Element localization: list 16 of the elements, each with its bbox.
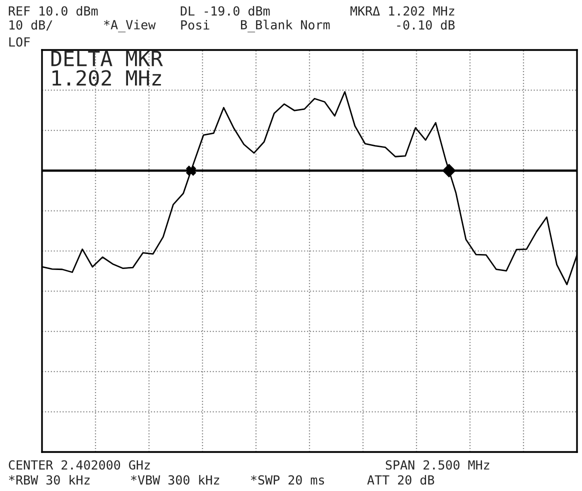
- text: REF 10.0 dBm: [8, 6, 98, 16]
- text: SPAN 2.500 MHz: [386, 460, 490, 470]
- text: ATT 20 dB: [367, 474, 434, 485]
- text: 10 dB/: [10, 20, 52, 31]
- text: Posi: [181, 20, 210, 30]
- text: *SWP 20 ms: [251, 475, 324, 485]
- text: DELTA MKR 1.202 MHz: [51, 50, 163, 86]
- text: -0.10 dB: [397, 20, 455, 30]
- text: *A_View: [104, 20, 156, 32]
- text: B_Blank Norm: [241, 20, 330, 32]
- text: DL -19.0 dBm: [180, 6, 270, 16]
- text: LOF: [9, 37, 30, 47]
- text: *VBW 300 kHz: [131, 474, 220, 485]
- text: MKRΔ 1.202 MHz: [350, 6, 454, 16]
- text: CENTER 2.402000 GHz: [8, 460, 150, 470]
- text: *RBW 30 kHz: [9, 474, 90, 485]
